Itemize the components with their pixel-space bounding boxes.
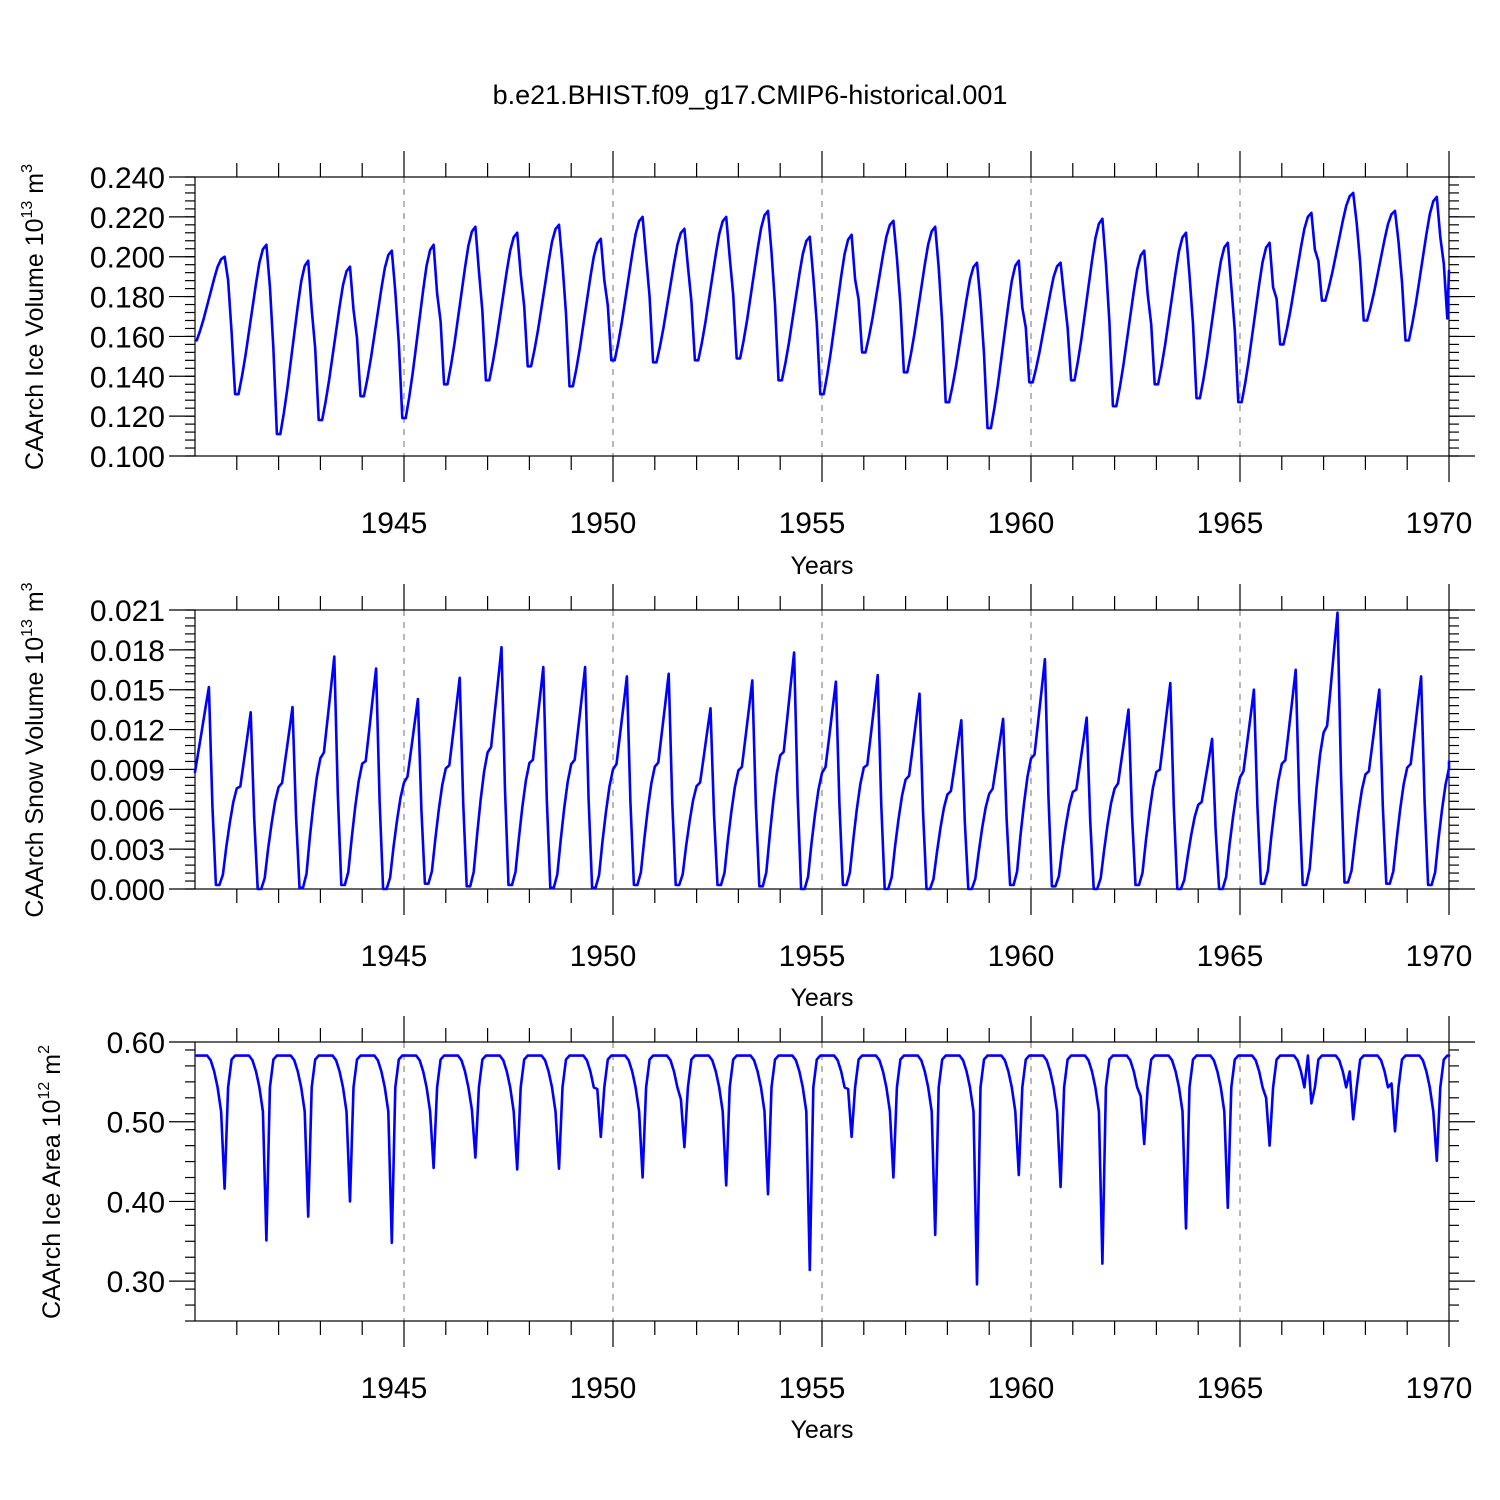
x-tick-label: 1945 — [361, 940, 428, 973]
y-axis-label-unit: m — [38, 1054, 66, 1075]
y-tick-label: 0.006 — [90, 794, 165, 827]
y-tick-label: 0.000 — [90, 874, 165, 907]
y-tick-label: 0.50 — [107, 1107, 165, 1140]
x-tick-label: 1950 — [570, 507, 637, 540]
y-tick-label: 0.200 — [90, 242, 165, 275]
y-axis-label-unit: m — [21, 173, 49, 194]
series-line — [193, 611, 1451, 891]
x-tick-label: 1945 — [361, 1372, 428, 1405]
x-axis: 1945 1950 1955 1960 1965 1970 — [236, 1016, 1473, 1405]
y-tick-label: 0.240 — [90, 162, 165, 195]
x-tick-label: 1960 — [988, 940, 1055, 973]
x-tick-label: 1955 — [779, 507, 846, 540]
y-axis-label-text: CAArch Ice Volume 10 — [21, 218, 49, 470]
x-tick-label: 1950 — [570, 940, 637, 973]
grid-lines — [403, 1042, 1241, 1321]
x-tick-label: 1955 — [779, 1372, 846, 1405]
figure-title: b.e21.BHIST.f09_g17.CMIP6-historical.001 — [493, 80, 1008, 110]
y-axis-label: CAArch Snow Volume 1013 m3 — [19, 582, 49, 917]
y-axis-label-exponent: 13 — [19, 201, 36, 219]
x-tick-label: 1965 — [1197, 1372, 1264, 1405]
x-tick-label: 1970 — [1406, 1372, 1473, 1405]
y-tick-label: 0.018 — [90, 635, 165, 668]
x-tick-label: 1955 — [779, 940, 846, 973]
x-axis-label: Years — [790, 984, 853, 1012]
y-axis-label-text: CAArch Ice Area 10 — [38, 1099, 66, 1319]
x-tick-label: 1965 — [1197, 940, 1264, 973]
x-tick-label: 1945 — [361, 507, 428, 540]
y-axis-label-unit-exponent: 3 — [19, 164, 36, 173]
y-tick-label: 0.100 — [90, 441, 165, 474]
x-tick-label: 1970 — [1406, 940, 1473, 973]
grid-lines — [403, 177, 1241, 456]
y-tick-label: 0.009 — [90, 754, 165, 787]
x-axis: 1945 1950 1955 1960 1965 1970 — [236, 584, 1473, 973]
x-tick-label: 1965 — [1197, 507, 1264, 540]
y-axis-label-text: CAArch Snow Volume 10 — [21, 637, 49, 918]
y-tick-label: 0.160 — [90, 321, 165, 354]
x-axis-label: Years — [790, 1416, 853, 1444]
y-axis: 0.100 0.120 0.140 0.160 0.180 0.200 0.220 0.240 — [90, 162, 1475, 474]
x-tick-label: 1960 — [988, 1372, 1055, 1405]
x-tick-label: 1960 — [988, 507, 1055, 540]
y-tick-label: 0.180 — [90, 282, 165, 315]
panel-snow-volume: 0.000 0.003 0.006 0.009 0.012 0.015 0.018 0.021… — [19, 582, 1475, 1012]
y-axis-label-unit-exponent: 3 — [19, 582, 36, 591]
series-line — [195, 191, 1451, 436]
x-tick-label: 1970 — [1406, 507, 1473, 540]
y-tick-label: 0.40 — [107, 1186, 165, 1219]
y-axis-label: CAArch Ice Volume 1013 m3 — [19, 164, 49, 470]
grid-lines — [403, 610, 1241, 889]
x-axis: 1945 1950 1955 1960 1965 1970 — [236, 151, 1473, 540]
y-tick-label: 0.220 — [90, 202, 165, 235]
y-axis-label-unit: m — [21, 591, 49, 612]
x-axis-label: Years — [790, 552, 853, 580]
y-tick-label: 0.120 — [90, 401, 165, 434]
y-axis: 0.30 0.40 0.50 0.60 — [107, 1027, 1475, 1322]
panel-ice-area: 0.30 0.40 0.50 0.60 1945 1950 1955 1960 1965 197… — [36, 1016, 1475, 1444]
series-line — [195, 1054, 1451, 1286]
y-tick-label: 0.003 — [90, 834, 165, 867]
y-axis-label-exponent: 13 — [19, 619, 36, 637]
panel-ice-volume: 0.100 0.120 0.140 0.160 0.180 0.200 0.220 0.240… — [19, 151, 1475, 580]
y-tick-label: 0.60 — [107, 1027, 165, 1060]
y-tick-label: 0.021 — [90, 595, 165, 628]
y-tick-label: 0.30 — [107, 1266, 165, 1299]
x-tick-label: 1950 — [570, 1372, 637, 1405]
y-axis-label-unit-exponent: 2 — [36, 1045, 53, 1054]
y-axis-label: CAArch Ice Area 1012 m2 — [36, 1045, 66, 1319]
y-axis-label-exponent: 12 — [36, 1082, 53, 1100]
y-tick-label: 0.012 — [90, 715, 165, 748]
y-tick-label: 0.140 — [90, 361, 165, 394]
y-tick-label: 0.015 — [90, 675, 165, 708]
y-axis: 0.000 0.003 0.006 0.009 0.012 0.015 0.018 0.021 — [90, 595, 1475, 907]
